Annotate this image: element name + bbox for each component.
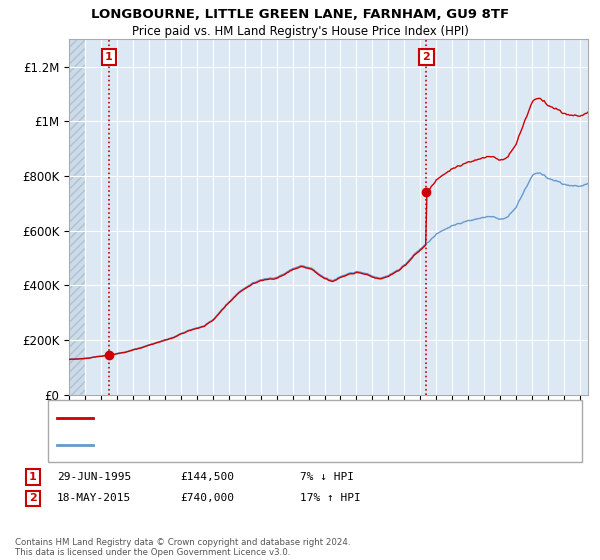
Text: 17% ↑ HPI: 17% ↑ HPI [300, 493, 361, 503]
Text: £740,000: £740,000 [180, 493, 234, 503]
Text: 7% ↓ HPI: 7% ↓ HPI [300, 472, 354, 482]
Text: Contains HM Land Registry data © Crown copyright and database right 2024.
This d: Contains HM Land Registry data © Crown c… [15, 538, 350, 557]
Text: 1: 1 [29, 472, 37, 482]
Text: £144,500: £144,500 [180, 472, 234, 482]
Text: 29-JUN-1995: 29-JUN-1995 [57, 472, 131, 482]
Text: 2: 2 [29, 493, 37, 503]
Text: 18-MAY-2015: 18-MAY-2015 [57, 493, 131, 503]
Text: LONGBOURNE, LITTLE GREEN LANE, FARNHAM, GU9 8TF: LONGBOURNE, LITTLE GREEN LANE, FARNHAM, … [91, 8, 509, 21]
Text: 1: 1 [105, 52, 113, 62]
Text: LONGBOURNE, LITTLE GREEN LANE, FARNHAM, GU9 8TF (detached house): LONGBOURNE, LITTLE GREEN LANE, FARNHAM, … [99, 413, 485, 423]
Text: 2: 2 [422, 52, 430, 62]
Text: Price paid vs. HM Land Registry's House Price Index (HPI): Price paid vs. HM Land Registry's House … [131, 25, 469, 38]
Text: HPI: Average price, detached house, Waverley: HPI: Average price, detached house, Wave… [99, 440, 340, 450]
